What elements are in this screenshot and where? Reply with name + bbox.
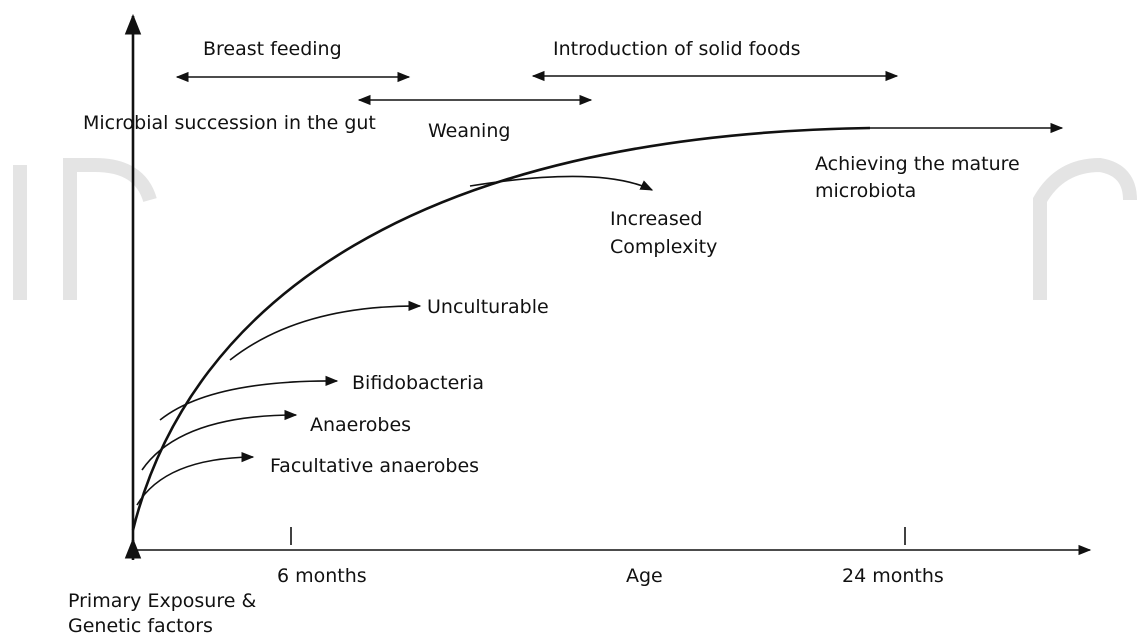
period-label: Weaning [428,120,510,142]
complexity-label: Complexity [610,236,717,258]
branch-label: Facultative anaerobes [270,455,479,477]
x-axis-label: Age [626,565,663,587]
complexity-label: Increased [610,208,702,230]
endpoint-label: microbiota [815,180,916,202]
branch-arrow [229,300,422,361]
branch-label: Unculturable [427,296,549,318]
x-axis-label: 6 months [277,565,367,587]
succession-curve [131,126,871,531]
origin-label: Genetic factors [68,615,213,635]
x-axis-label: 24 months [842,565,944,587]
branch-label: Anaerobes [310,414,411,436]
branch-label: Bifidobacteria [352,372,484,394]
branch-arrow [159,375,339,421]
period-label: Breast feeding [203,38,342,60]
period-label: Introduction of solid foods [553,38,801,60]
curve-label: Microbial succession in the gut [83,112,376,134]
branch-arrow [141,409,298,471]
branch-arrow [469,175,654,191]
branch-arrow [136,452,255,506]
origin-label: Primary Exposure & [68,590,256,612]
endpoint-label: Achieving the mature [815,153,1020,175]
watermark [13,157,1137,300]
